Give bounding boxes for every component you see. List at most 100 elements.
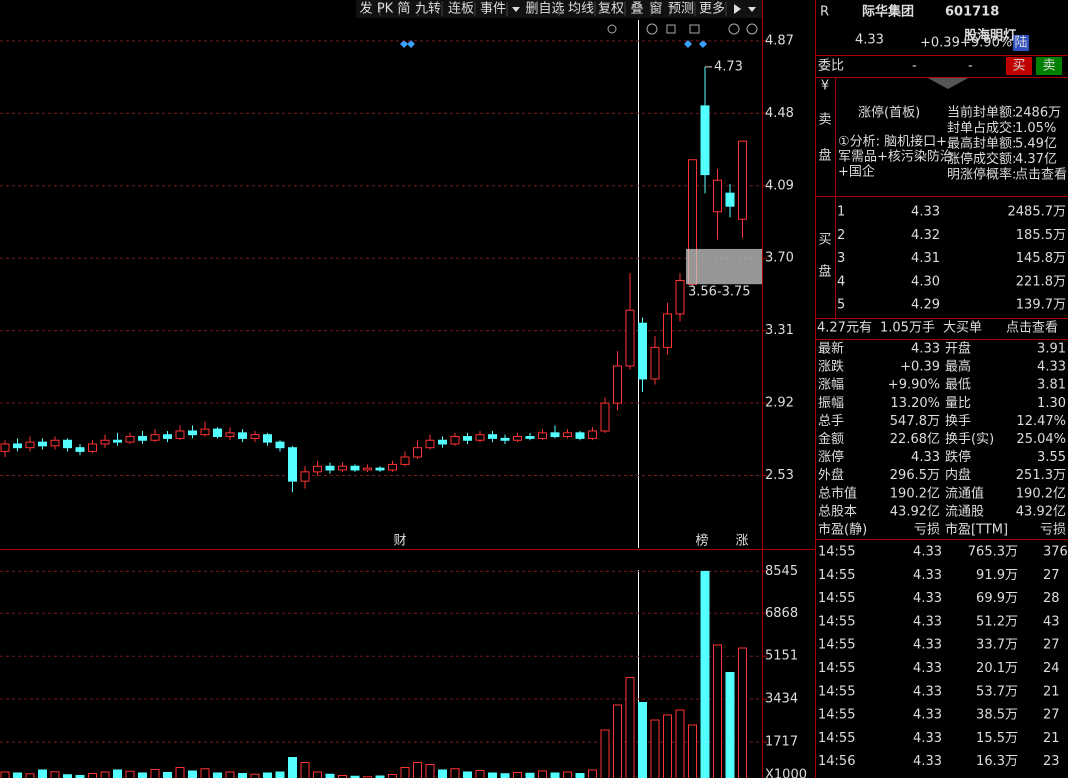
stat-label: 市盈[TTM]: [945, 522, 1008, 538]
toolbar-button[interactable]: 简: [397, 1, 410, 17]
tick-count: 43: [1043, 614, 1060, 629]
big-order-text: 大买单: [943, 321, 982, 336]
bid-volume: 2485.7万: [1008, 205, 1067, 220]
volume-bar: [188, 770, 197, 778]
big-order-text: 4.27元有: [817, 321, 872, 336]
sell-button-label[interactable]: 卖: [1042, 59, 1055, 74]
change: +0.39: [920, 36, 960, 51]
toolbar-button[interactable]: 叠: [630, 2, 643, 17]
info-label: 当前封单额:: [947, 105, 1016, 121]
level: 4: [837, 274, 845, 289]
diamond: [407, 40, 415, 48]
tick-time: 14:55: [818, 661, 855, 676]
volume-bar: [563, 771, 572, 778]
toolbar-button[interactable]: 九转: [415, 2, 441, 17]
event-marker: 财: [393, 534, 406, 549]
candle-body: [188, 430, 197, 436]
volume-bar: [488, 772, 497, 778]
diamonds: [400, 40, 707, 48]
level: 3: [837, 251, 845, 266]
icon: [666, 24, 676, 34]
tick-volume: 53.7万: [976, 684, 1018, 699]
volume-bar: [675, 709, 685, 778]
tick-time: 14:55: [818, 545, 855, 560]
stock-name: 际华集团: [862, 4, 914, 20]
volume-bar: [0, 771, 10, 778]
candle-body: [625, 309, 635, 367]
candle-body: [650, 346, 660, 380]
candle-body: [425, 439, 435, 449]
tick-price: 4.33: [913, 591, 942, 606]
toolbar-button[interactable]: 预测: [668, 2, 694, 17]
candle-body: [463, 436, 472, 441]
toolbar-button[interactable]: 删自选: [525, 2, 564, 17]
stat-value: 亏损: [914, 523, 940, 538]
diamond: [684, 40, 692, 48]
big-order-text[interactable]: 点击查看: [1006, 320, 1058, 336]
stat-label: 市盈(静): [818, 522, 867, 538]
volume-bar: [288, 757, 297, 778]
candle-body: [525, 436, 535, 439]
y-tick-label: 5151: [765, 649, 798, 664]
volume-bar: [50, 771, 60, 778]
badge: R: [820, 5, 829, 20]
candle-body: [88, 443, 97, 452]
stat-value: +0.39: [900, 360, 940, 375]
volume-bar: [663, 714, 672, 778]
candle-body: [588, 430, 597, 439]
stat-label: 涨幅: [818, 378, 844, 393]
info-value[interactable]: 点击查看: [1015, 167, 1067, 183]
toolbar-button[interactable]: PK: [377, 2, 394, 17]
tick-count: 27: [1043, 638, 1060, 653]
y-tick-label: 3434: [765, 692, 798, 707]
candle-body: [475, 434, 485, 441]
volume-bar: [450, 768, 460, 778]
toolbar-button[interactable]: 窗: [649, 1, 662, 17]
tick-count: 21: [1043, 731, 1060, 746]
order-ratio-value: -: [968, 59, 973, 74]
tick-count: 376: [1043, 545, 1068, 560]
candle-body: [113, 439, 122, 443]
icon: [607, 24, 617, 34]
toolbar-button[interactable]: 连板: [448, 1, 474, 17]
candle-body: [538, 432, 547, 439]
limit-status: 涨停(首板): [858, 105, 920, 121]
volume-bar: [200, 768, 210, 778]
bid-price: 4.33: [911, 205, 940, 220]
info-value: 5.49亿: [1015, 137, 1057, 152]
stat-label: 最新: [818, 341, 844, 357]
toolbar-button[interactable]: 均线: [568, 2, 594, 17]
toolbar-button[interactable]: 事件: [480, 2, 506, 17]
toolbar-button[interactable]: 更多: [699, 1, 725, 17]
tick-count: 27: [1043, 568, 1060, 583]
buy-button-label[interactable]: 买: [1012, 59, 1025, 74]
tick-volume: 91.9万: [976, 568, 1018, 583]
price: 4.33: [855, 33, 884, 48]
toolbar-button[interactable]: 发: [359, 1, 372, 17]
stat-label: 总市值: [818, 485, 857, 501]
side-label: 买: [818, 233, 831, 248]
event-marker: 榜: [695, 533, 708, 549]
volume-bar: [25, 773, 35, 778]
tick-price: 4.33: [913, 684, 942, 699]
toolbar-button[interactable]: 复权: [598, 1, 624, 17]
bid-volume: 221.8万: [1016, 274, 1066, 289]
volume-bar: [213, 772, 222, 778]
volume-bar: [150, 769, 160, 778]
candle-body: [700, 105, 710, 176]
candle-body: [713, 179, 722, 213]
y-tick-label: 4.09: [765, 178, 794, 193]
stat-value: 3.55: [1037, 450, 1066, 465]
y-tick-label: 2.53: [765, 468, 794, 483]
volume-bar: [625, 677, 635, 778]
volume-bar: [725, 672, 735, 778]
volume-bar: [388, 774, 397, 778]
tick-price: 4.33: [913, 568, 942, 583]
stat-value: 12.47%: [1016, 414, 1066, 429]
tick-volume: 16.3万: [976, 754, 1018, 769]
sell-button[interactable]: [1036, 57, 1062, 75]
volume-bar: [713, 644, 722, 778]
candle-body: [363, 467, 372, 471]
buy-button[interactable]: [1006, 57, 1032, 75]
candle-body: [413, 447, 422, 458]
